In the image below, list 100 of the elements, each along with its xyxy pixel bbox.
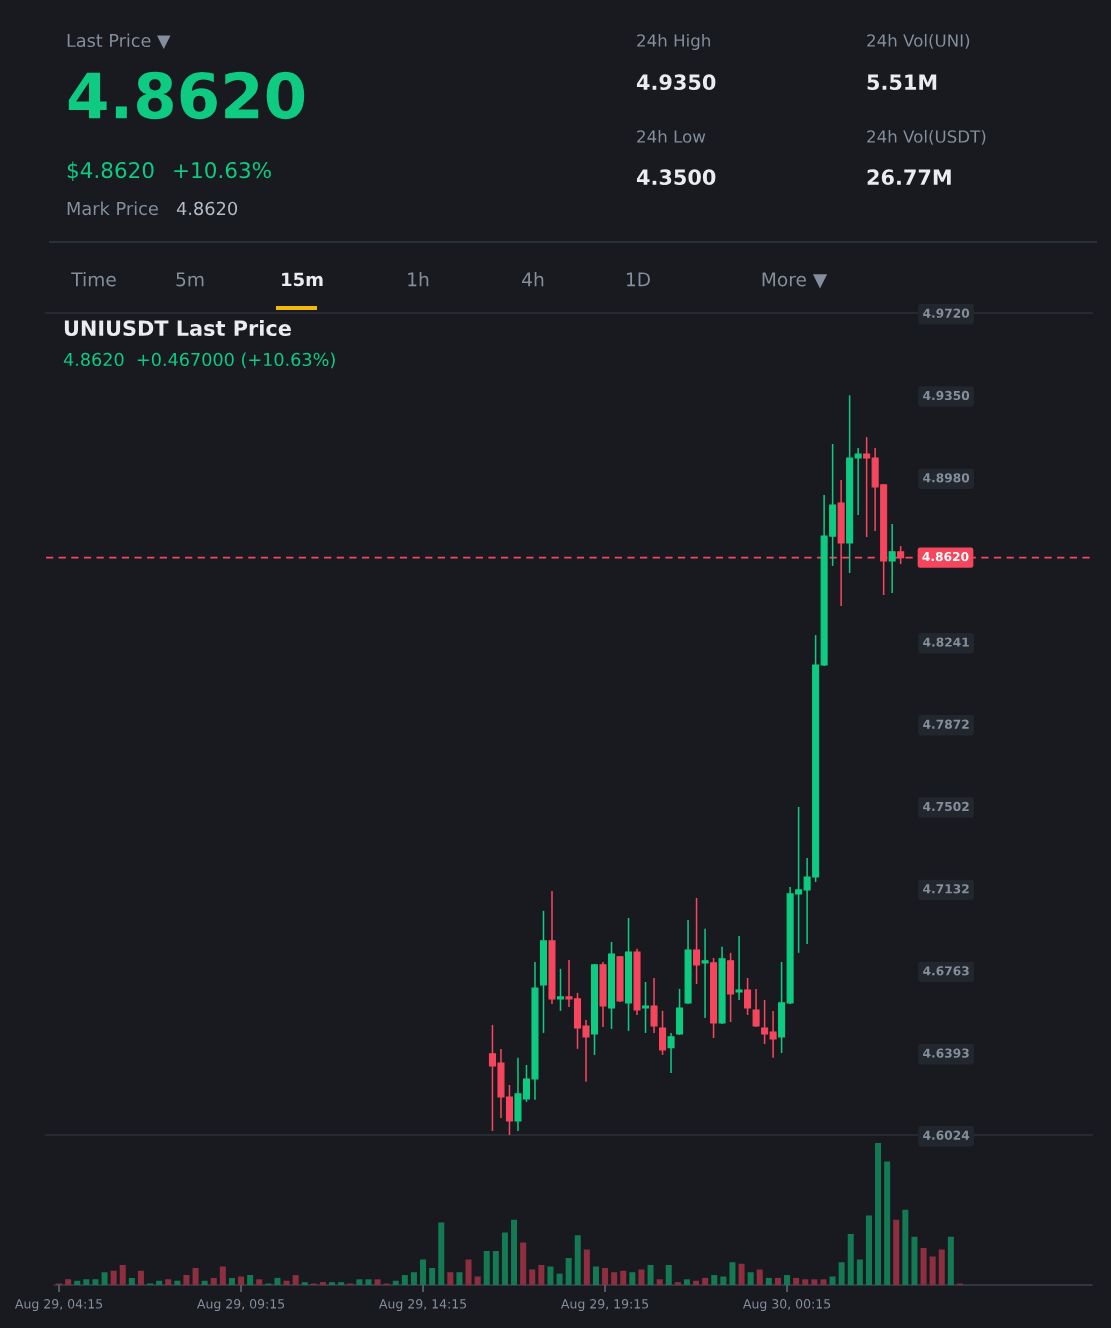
text: 4.8620 [68, 71, 305, 120]
bar [228, 1277, 235, 1285]
candlestick [667, 1032, 675, 1074]
bar [729, 1262, 736, 1285]
y-tick-label: 4.7872 [923, 719, 969, 729]
text: 24h Vol(UNI) [867, 33, 970, 49]
y-tick-label: 4.7132 [923, 884, 969, 894]
text: Mark Price [67, 201, 158, 216]
y-tick-label: 4.6024 [923, 1130, 970, 1140]
y-tick-label: 4.6393 [923, 1048, 969, 1058]
bar [556, 1273, 563, 1285]
bar [793, 1277, 800, 1285]
text: Last Price ▼ [67, 33, 171, 50]
bar [210, 1277, 217, 1285]
bar [374, 1279, 381, 1285]
bar [238, 1276, 245, 1285]
bar [565, 1258, 572, 1285]
bar [247, 1275, 254, 1285]
bar [529, 1269, 536, 1285]
bar [483, 1250, 490, 1285]
bar [884, 1161, 891, 1285]
bar [720, 1276, 727, 1285]
bar [338, 1282, 345, 1285]
text: 4.8620 [176, 201, 238, 216]
text: 15m [282, 272, 323, 287]
bar [702, 1277, 709, 1285]
text: $4.8620 [67, 161, 154, 182]
text: 4h [522, 271, 544, 287]
bar [74, 1280, 81, 1285]
x-tick-label: Aug 29, 09:15 [197, 1299, 285, 1311]
y-tick-label: 4.6763 [923, 966, 969, 976]
bar [838, 1262, 845, 1285]
bar [492, 1250, 499, 1285]
bar [929, 1256, 936, 1285]
bar [110, 1270, 117, 1285]
bar [856, 1259, 863, 1285]
bar [774, 1277, 781, 1285]
bar [447, 1272, 454, 1285]
bar [902, 1209, 909, 1285]
bar [784, 1275, 791, 1285]
bar [201, 1280, 208, 1285]
bar [456, 1272, 463, 1285]
bar [501, 1232, 508, 1285]
y-tick-label: 4.8980 [923, 473, 970, 483]
bar [920, 1248, 927, 1285]
bar [711, 1275, 718, 1285]
bar [547, 1266, 554, 1285]
bar [474, 1276, 481, 1285]
bar [83, 1279, 90, 1285]
text: 24h Vol(USDT) [867, 129, 986, 145]
candlestick [863, 436, 871, 538]
x-tick-label: Aug 29, 19:15 [561, 1299, 649, 1311]
bar [893, 1219, 900, 1285]
bar [620, 1270, 627, 1285]
text: 5m [176, 272, 204, 287]
bar [820, 1279, 827, 1285]
bar [574, 1235, 581, 1285]
bar [429, 1267, 436, 1285]
candlestick [556, 968, 565, 1012]
x-tick-label: Aug 29, 14:15 [379, 1299, 467, 1311]
y-tick-label: 4.9350 [923, 390, 970, 401]
bar [665, 1265, 672, 1285]
bar [392, 1280, 399, 1285]
bar [219, 1266, 226, 1285]
candlestick [650, 977, 658, 1034]
candlestick [735, 935, 743, 1001]
bar [847, 1233, 854, 1285]
bar [738, 1263, 745, 1285]
text: 26.77M [867, 169, 951, 186]
chart-title: UNIUSDT Last Price [64, 319, 291, 337]
candlestick [701, 928, 709, 1019]
bar [65, 1279, 72, 1285]
bar [693, 1280, 700, 1285]
text: 4.3500 [636, 169, 716, 186]
text: 5.51M [867, 74, 937, 91]
bar [865, 1215, 872, 1285]
x-tick-label: Aug 29, 04:15 [15, 1299, 103, 1311]
bar [365, 1279, 372, 1285]
bar [592, 1266, 599, 1285]
candlestick [854, 447, 862, 516]
text: 24h Low [637, 129, 706, 143]
bar [256, 1279, 263, 1285]
bar [638, 1269, 645, 1285]
y-tick-label: 4.9720 [923, 308, 970, 318]
text: 24h High [637, 33, 710, 51]
candlestick [642, 981, 650, 1034]
y-tick-label: 4.8241 [923, 637, 969, 647]
bar [511, 1219, 518, 1285]
bar [420, 1259, 427, 1285]
bar [811, 1279, 818, 1285]
bar [875, 1143, 882, 1285]
bar [101, 1272, 108, 1285]
candlestick [744, 977, 752, 1016]
bar [765, 1277, 772, 1285]
bar [192, 1267, 199, 1285]
bar [683, 1279, 690, 1285]
bar [465, 1259, 472, 1285]
bar [329, 1282, 336, 1285]
text: 1h [408, 271, 429, 287]
x-tick-label: Aug 30, 00:15 [743, 1299, 831, 1311]
